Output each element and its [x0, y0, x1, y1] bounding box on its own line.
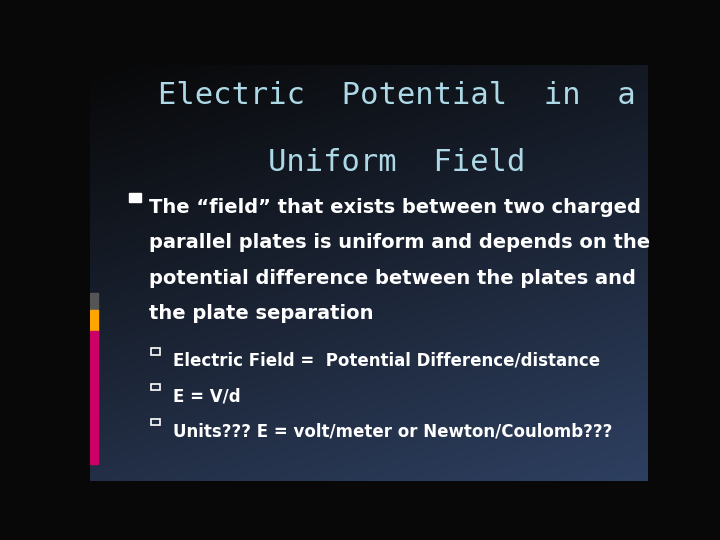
Text: Units??? E = volt/meter or Newton/Coulomb???: Units??? E = volt/meter or Newton/Coulom…: [173, 422, 612, 441]
Bar: [151, 383, 160, 390]
Bar: [90, 294, 98, 310]
Text: The “field” that exists between two charged: The “field” that exists between two char…: [148, 198, 641, 217]
Text: potential difference between the plates and: potential difference between the plates …: [148, 268, 636, 287]
Bar: [90, 310, 98, 331]
Text: the plate separation: the plate separation: [148, 304, 373, 323]
Text: Uniform  Field: Uniform Field: [269, 148, 526, 177]
Bar: [90, 331, 98, 464]
Text: parallel plates is uniform and depends on the: parallel plates is uniform and depends o…: [148, 233, 649, 252]
Text: E = V/d: E = V/d: [173, 387, 240, 405]
Text: Electric  Potential  in  a: Electric Potential in a: [158, 82, 636, 111]
Bar: [129, 193, 141, 202]
Bar: [151, 348, 160, 354]
Text: Electric Field =  Potential Difference/distance: Electric Field = Potential Difference/di…: [173, 352, 600, 370]
Bar: [151, 419, 160, 425]
